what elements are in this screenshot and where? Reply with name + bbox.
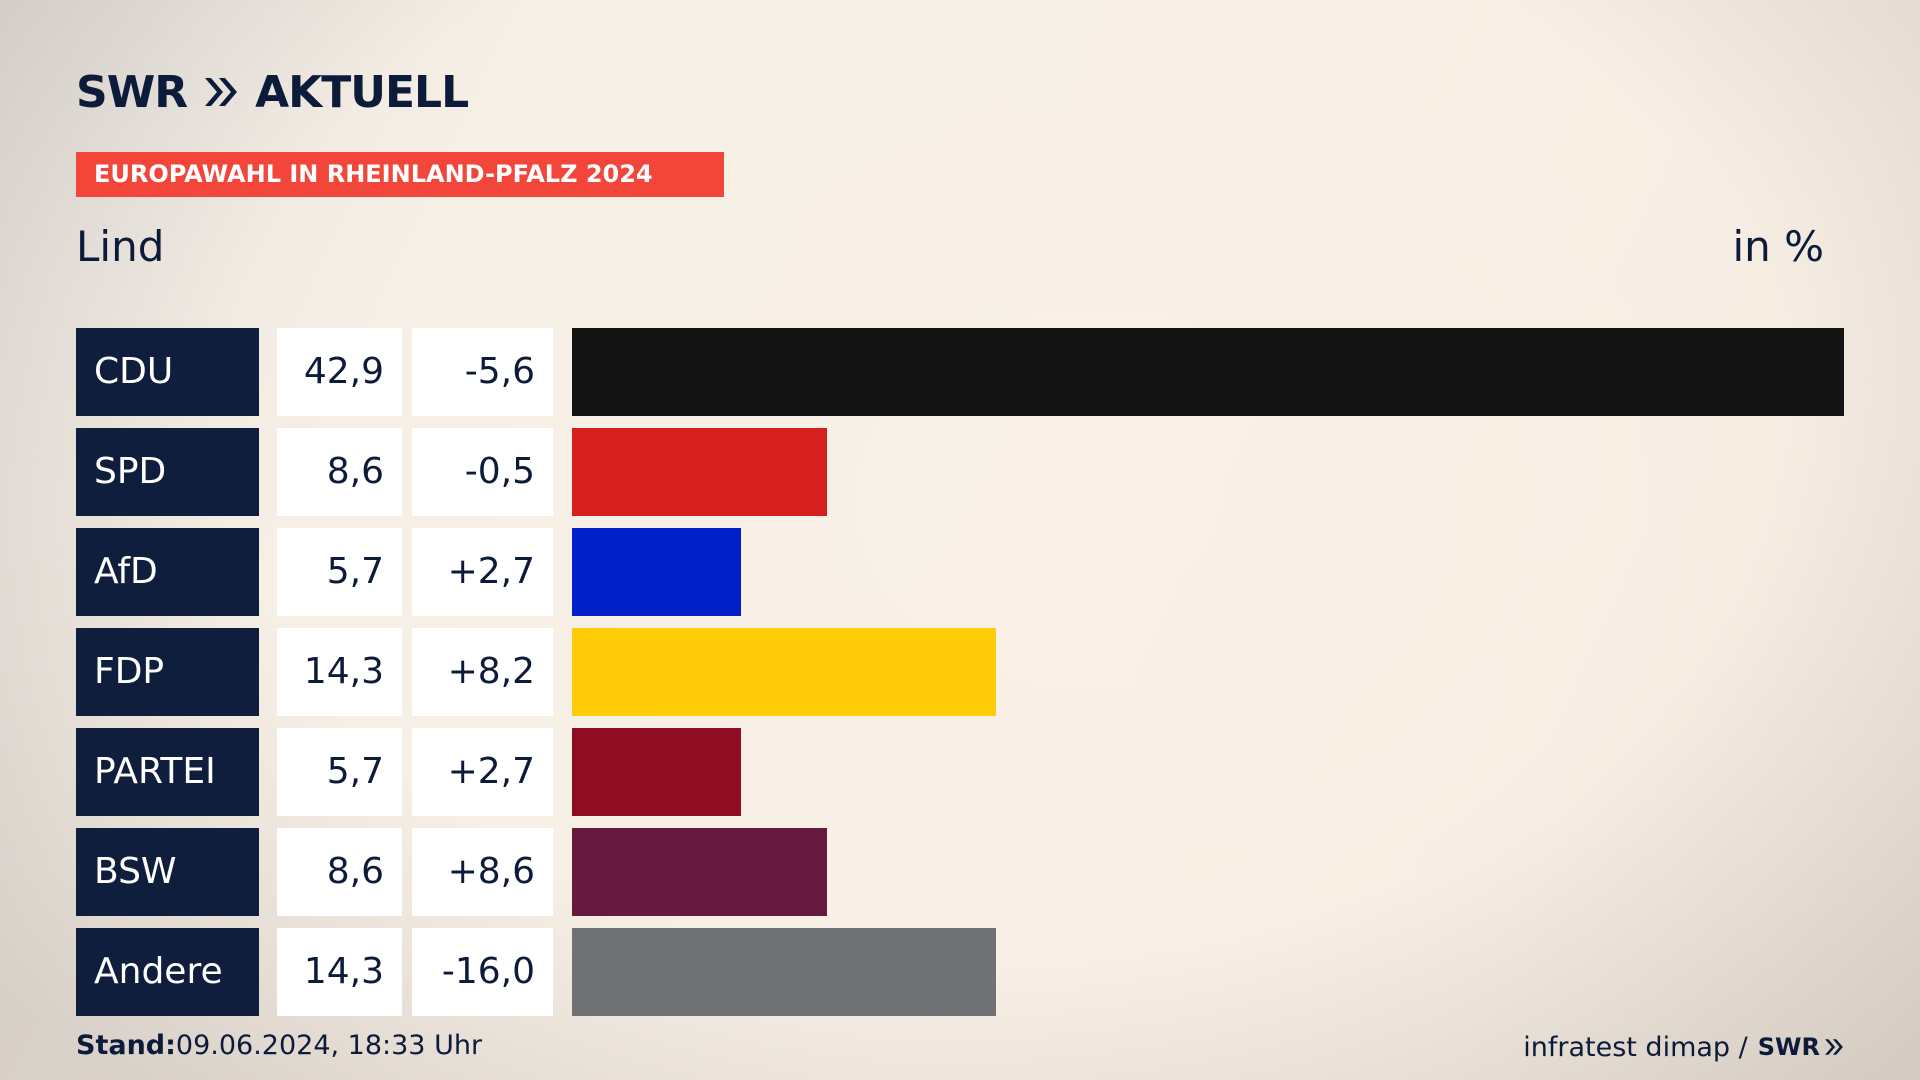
bar-andere <box>572 928 996 1016</box>
stand-value: 09.06.2024, 18:33 Uhr <box>175 1030 483 1061</box>
table-row: Andere 14,3 -16,0 <box>76 928 1844 1016</box>
double-chevron-icon <box>1825 1039 1843 1055</box>
bar-partei <box>572 728 741 816</box>
source-text: infratest dimap / <box>1523 1031 1748 1063</box>
source-credit: infratest dimap / SWR <box>1523 1030 1844 1064</box>
region-title: Lind <box>76 222 165 271</box>
table-row: PARTEI 5,7 +2,7 <box>76 728 1844 816</box>
party-label: CDU <box>76 328 259 416</box>
party-label: AfD <box>76 528 259 616</box>
bar-spd <box>572 428 827 516</box>
vote-share-label: 42,9 <box>277 328 402 416</box>
table-row: AfD 5,7 +2,7 <box>76 528 1844 616</box>
double-chevron-icon <box>205 78 238 106</box>
bar-afd <box>572 528 741 616</box>
logo-text: SWR <box>76 66 188 118</box>
change-label: +8,6 <box>412 828 553 916</box>
change-label: +2,7 <box>412 528 553 616</box>
election-banner: EUROPAWAHL IN RHEINLAND-PFALZ 2024 <box>76 152 724 197</box>
vote-share-label: 8,6 <box>277 428 402 516</box>
vote-share-label: 5,7 <box>277 728 402 816</box>
vote-share-label: 14,3 <box>277 628 402 716</box>
vote-share-label: 8,6 <box>277 828 402 916</box>
table-row: FDP 14,3 +8,2 <box>76 628 1844 716</box>
bar-bsw <box>572 828 827 916</box>
swr-mini-logo: SWR <box>1758 1033 1844 1061</box>
party-label: FDP <box>76 628 259 716</box>
table-row: SPD 8,6 -0,5 <box>76 428 1844 516</box>
table-row: CDU 42,9 -5,6 <box>76 328 1844 416</box>
change-label: -16,0 <box>412 928 553 1016</box>
unit-label: in % <box>1732 222 1824 271</box>
bar-fdp <box>572 628 996 716</box>
change-label: +2,7 <box>412 728 553 816</box>
vote-share-label: 14,3 <box>277 928 402 1016</box>
table-row: BSW 8,6 +8,6 <box>76 828 1844 916</box>
logo-suffix: AKTUELL <box>255 66 469 118</box>
change-label: -0,5 <box>412 428 553 516</box>
stand-label: Stand: <box>76 1030 176 1061</box>
timestamp: Stand:09.06.2024, 18:33 Uhr <box>76 1030 482 1061</box>
change-label: -5,6 <box>412 328 553 416</box>
vote-share-label: 5,7 <box>277 528 402 616</box>
bar-cdu <box>572 328 1844 416</box>
swr-aktuell-logo: SWR AKTUELL <box>76 66 469 118</box>
party-label: BSW <box>76 828 259 916</box>
party-label: SPD <box>76 428 259 516</box>
change-label: +8,2 <box>412 628 553 716</box>
party-label: PARTEI <box>76 728 259 816</box>
party-label: Andere <box>76 928 259 1016</box>
mini-logo-text: SWR <box>1757 1033 1820 1061</box>
